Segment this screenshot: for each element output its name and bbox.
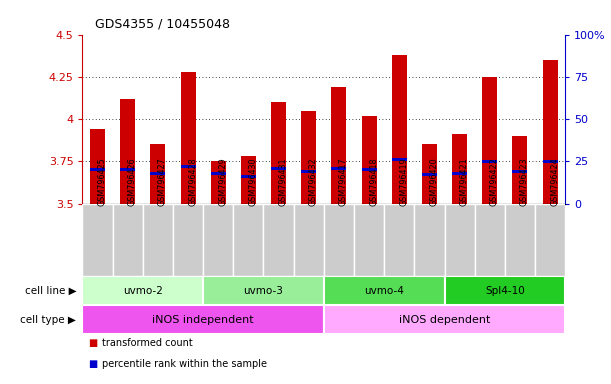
Text: transformed count: transformed count <box>102 338 193 348</box>
Text: GSM796422: GSM796422 <box>490 157 499 206</box>
Bar <box>294 204 324 276</box>
Text: GSM796427: GSM796427 <box>158 157 167 206</box>
Bar <box>271 102 286 204</box>
Bar <box>324 305 565 334</box>
Bar <box>90 129 105 204</box>
Text: GSM796424: GSM796424 <box>550 157 559 206</box>
Bar <box>263 204 294 276</box>
Text: GSM796419: GSM796419 <box>399 157 408 206</box>
Bar <box>180 165 196 168</box>
Bar <box>150 172 166 175</box>
Text: GSM796426: GSM796426 <box>128 157 137 206</box>
Bar <box>414 204 445 276</box>
Bar <box>241 156 256 204</box>
Bar <box>90 168 105 171</box>
Text: iNOS independent: iNOS independent <box>152 314 254 325</box>
Bar <box>203 276 324 305</box>
Text: cell type ▶: cell type ▶ <box>21 314 76 325</box>
Bar <box>513 136 527 204</box>
Text: GSM796418: GSM796418 <box>369 157 378 206</box>
Text: uvmo-2: uvmo-2 <box>123 286 163 296</box>
Bar <box>445 204 475 276</box>
Bar <box>543 160 558 163</box>
Bar <box>211 161 226 204</box>
Bar <box>173 204 203 276</box>
Text: GSM796425: GSM796425 <box>98 157 106 206</box>
Bar <box>445 276 565 305</box>
Bar <box>120 99 135 204</box>
Bar <box>354 204 384 276</box>
Bar <box>324 204 354 276</box>
Text: cell line ▶: cell line ▶ <box>25 286 76 296</box>
Text: ■: ■ <box>89 338 98 348</box>
Text: ■: ■ <box>89 359 98 369</box>
Bar <box>150 144 166 204</box>
Bar <box>82 276 203 305</box>
Bar <box>392 158 407 161</box>
Bar <box>452 134 467 204</box>
Bar <box>112 204 143 276</box>
Bar <box>505 204 535 276</box>
Bar <box>331 87 346 204</box>
Bar <box>233 204 263 276</box>
Bar <box>211 172 226 175</box>
Bar <box>301 170 316 173</box>
Text: GDS4355 / 10455048: GDS4355 / 10455048 <box>95 18 230 31</box>
Bar <box>392 55 407 204</box>
Text: GSM796428: GSM796428 <box>188 157 197 206</box>
Bar <box>452 172 467 175</box>
Text: GSM796423: GSM796423 <box>520 157 529 206</box>
Bar <box>384 204 414 276</box>
Text: GSM796421: GSM796421 <box>459 157 469 206</box>
Bar <box>482 77 497 204</box>
Bar <box>271 167 286 170</box>
Bar <box>203 204 233 276</box>
Text: Spl4-10: Spl4-10 <box>485 286 525 296</box>
Bar <box>180 72 196 204</box>
Text: GSM796420: GSM796420 <box>430 157 439 206</box>
Text: uvmo-4: uvmo-4 <box>364 286 404 296</box>
Bar <box>143 204 173 276</box>
Bar <box>331 167 346 170</box>
Text: GSM796430: GSM796430 <box>249 157 257 206</box>
Bar <box>513 170 527 173</box>
Bar <box>475 204 505 276</box>
Bar <box>120 168 135 171</box>
Bar <box>82 305 324 334</box>
Text: GSM796432: GSM796432 <box>309 157 318 206</box>
Bar <box>301 111 316 204</box>
Bar <box>241 175 256 178</box>
Bar <box>324 276 445 305</box>
Bar <box>362 116 376 204</box>
Text: percentile rank within the sample: percentile rank within the sample <box>102 359 267 369</box>
Bar <box>482 160 497 163</box>
Text: uvmo-3: uvmo-3 <box>244 286 284 296</box>
Text: GSM796431: GSM796431 <box>279 157 288 206</box>
Bar <box>82 204 112 276</box>
Bar <box>362 168 376 171</box>
Text: GSM796429: GSM796429 <box>218 157 227 206</box>
Text: GSM796417: GSM796417 <box>339 157 348 206</box>
Bar <box>422 173 437 176</box>
Bar <box>535 204 565 276</box>
Bar <box>422 144 437 204</box>
Bar <box>543 60 558 204</box>
Text: iNOS dependent: iNOS dependent <box>399 314 490 325</box>
